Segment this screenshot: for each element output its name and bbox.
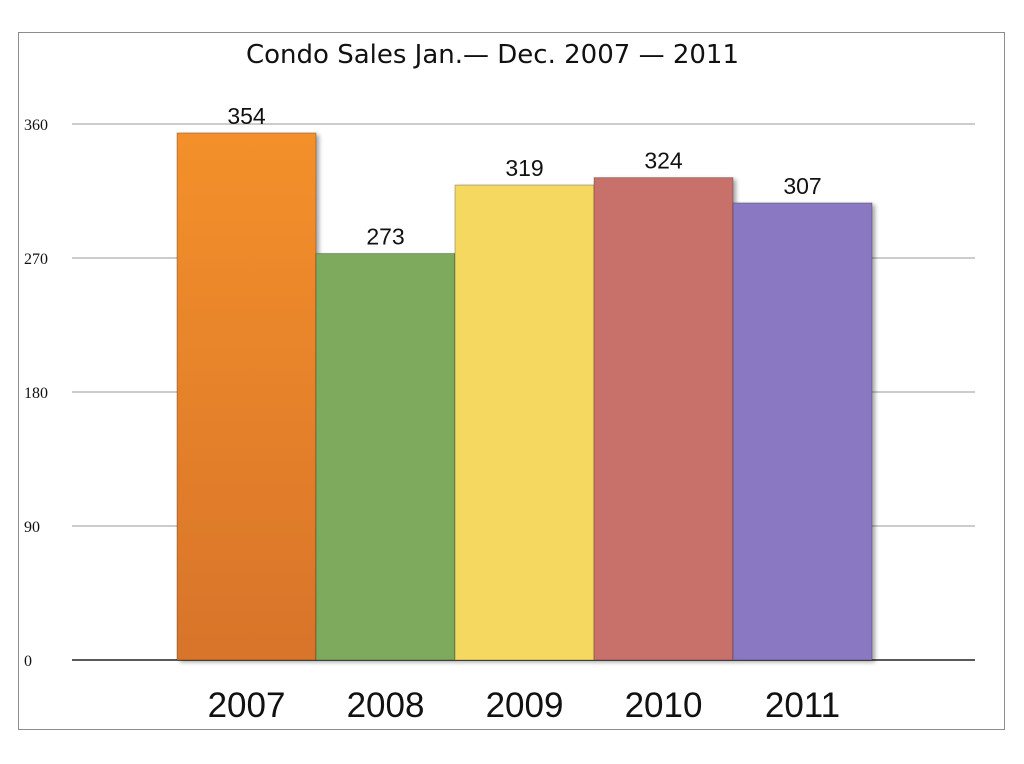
bars <box>176 132 873 661</box>
bar-2009 <box>454 184 595 661</box>
value-label-2008: 273 <box>366 224 404 250</box>
y-tick-label: 90 <box>24 519 40 536</box>
value-label-2009: 319 <box>505 155 543 181</box>
bar-2007 <box>176 132 317 661</box>
y-axis-ticks: 0 90 180 270 360 <box>24 117 48 670</box>
value-label-2010: 324 <box>644 148 683 174</box>
y-tick-label: 270 <box>24 251 48 268</box>
x-tick-label-2009: 2009 <box>486 686 564 725</box>
bar-2010 <box>593 177 734 661</box>
x-tick-label-2011: 2011 <box>765 686 840 725</box>
bar-2011 <box>732 202 873 661</box>
x-axis-ticks: 2007 2008 2009 2010 2011 <box>208 686 841 725</box>
value-label-2011: 307 <box>783 173 821 199</box>
chart-title: Condo Sales Jan.— Dec. 2007 — 2011 <box>246 40 739 70</box>
value-labels: 354 273 319 324 307 <box>227 103 821 250</box>
x-tick-label-2008: 2008 <box>347 686 425 725</box>
x-tick-label-2007: 2007 <box>208 686 286 725</box>
bar-2008 <box>315 253 456 661</box>
y-tick-label: 180 <box>24 385 48 402</box>
y-tick-label: 0 <box>24 653 32 670</box>
y-tick-label: 360 <box>24 117 48 134</box>
value-label-2007: 354 <box>227 103 266 129</box>
x-tick-label-2010: 2010 <box>625 686 703 725</box>
